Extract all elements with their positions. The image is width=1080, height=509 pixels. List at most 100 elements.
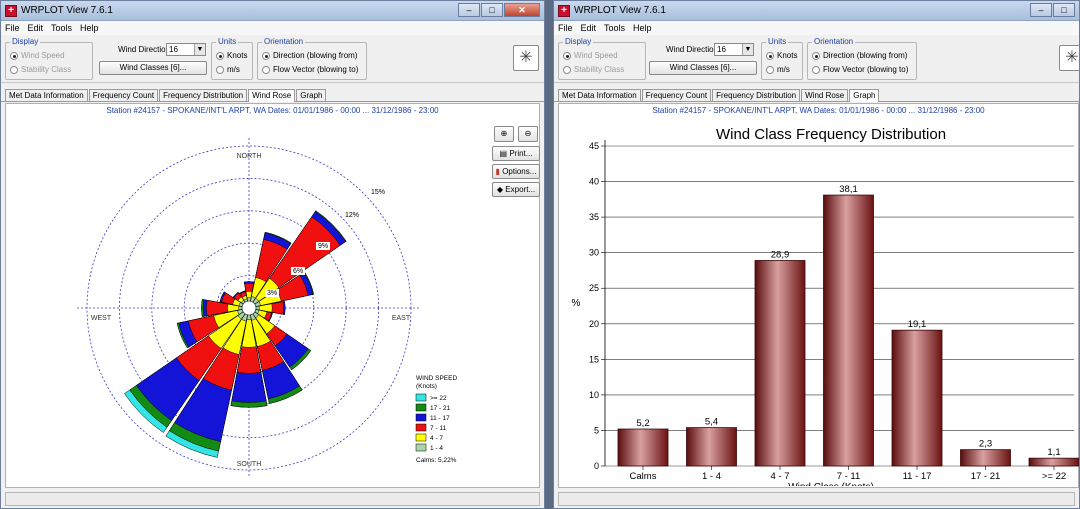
x-tick-label: >= 22: [1042, 471, 1066, 482]
x-tick-label: 7 - 11: [837, 471, 861, 482]
ring-label-bg: [345, 211, 359, 219]
ring-label: 9%: [318, 243, 328, 250]
compass-north: NORTH: [237, 153, 262, 160]
units-group: Units Knots m/s: [211, 37, 253, 80]
maximize-button[interactable]: □: [1053, 3, 1075, 17]
menu-edit[interactable]: Edit: [580, 23, 597, 33]
tab-frequency-count[interactable]: Frequency Count: [88, 89, 159, 101]
legend-label: 4 - 7: [430, 435, 443, 442]
menu-help[interactable]: Help: [80, 23, 99, 33]
legend-calms: Calms: 5,22%: [416, 457, 457, 464]
zoom-in-icon: ⊕: [500, 129, 508, 138]
zoom-out-button[interactable]: ⊖: [518, 126, 538, 142]
menu-edit[interactable]: Edit: [27, 23, 44, 33]
menu-help[interactable]: Help: [633, 23, 652, 33]
status-bar: [558, 492, 1075, 506]
orientation-group: Orientation Direction (blowing from) Flo…: [257, 37, 367, 80]
radio-label: Knots: [777, 51, 798, 60]
radio-label: Wind Speed: [574, 51, 618, 60]
bar-value-label: 2,3: [979, 439, 992, 450]
tab-frequency-count[interactable]: Frequency Count: [641, 89, 712, 101]
options-button[interactable]: ▮ Options...: [492, 164, 540, 179]
export-label: Export...: [505, 185, 536, 194]
rose-petal-segment: [248, 303, 273, 313]
bar: [1028, 457, 1079, 467]
radio-label: Flow Vector (blowing to): [273, 65, 359, 74]
wind-speed-radio[interactable]: Wind Speed: [563, 51, 618, 60]
tab-wind-rose[interactable]: Wind Rose: [801, 89, 849, 101]
ring-label: 3%: [267, 290, 277, 297]
tab-wind-rose[interactable]: Wind Rose: [248, 89, 296, 102]
legend-label: 7 - 11: [430, 425, 447, 432]
select-value: 16: [717, 45, 726, 54]
tab-met-data[interactable]: Met Data Information: [5, 89, 88, 101]
graph-panel: Station #24157 - SPOKANE/INT'L ARPT, WA …: [558, 103, 1079, 488]
chevron-down-icon: ▼: [194, 44, 205, 55]
tab-frequency-distribution[interactable]: Frequency Distribution: [712, 89, 801, 101]
radio-indicator: [262, 51, 270, 60]
zoom-in-button[interactable]: ⊕: [494, 126, 514, 142]
stability-class-radio[interactable]: Stability Class: [563, 65, 624, 74]
menu-file[interactable]: File: [558, 23, 573, 33]
compass-west: WEST: [91, 315, 112, 322]
x-tick-label: 1 - 4: [702, 471, 721, 482]
radio-label: Direction (blowing from): [823, 51, 908, 60]
radio-indicator: [563, 65, 571, 74]
stability-class-radio[interactable]: Stability Class: [10, 65, 71, 74]
bar: [823, 194, 874, 467]
maximize-button[interactable]: □: [481, 3, 503, 17]
y-tick-label: 5: [594, 425, 599, 435]
radio-indicator: [216, 51, 224, 60]
minimize-button[interactable]: –: [458, 3, 480, 17]
direction-radio[interactable]: Direction (blowing from): [812, 51, 907, 60]
wind-classes-button[interactable]: Wind Classes [6]...: [99, 61, 207, 75]
legend-swatch: [415, 433, 427, 442]
bar-value-label: 5,2: [636, 418, 649, 429]
y-tick-label: 0: [594, 461, 599, 471]
minimize-button[interactable]: –: [1030, 3, 1052, 17]
wind-classes-button[interactable]: Wind Classes [6]...: [649, 61, 757, 75]
wind-rose-logo-icon[interactable]: ✳: [1059, 45, 1079, 71]
tab-graph[interactable]: Graph: [296, 89, 327, 101]
ms-radio[interactable]: m/s: [766, 65, 790, 74]
export-button[interactable]: ◆ Export...: [492, 182, 540, 197]
wind-rose-logo-icon[interactable]: ✳: [513, 45, 539, 71]
close-button[interactable]: ✕: [504, 3, 540, 17]
bar-value-label: 1,1: [1047, 447, 1060, 458]
ms-radio[interactable]: m/s: [216, 65, 240, 74]
x-tick-label: 17 - 21: [971, 471, 1001, 482]
chevron-down-icon: ▼: [742, 44, 753, 55]
knots-radio[interactable]: Knots: [766, 51, 797, 60]
orientation-group: Orientation Direction (blowing from) Flo…: [807, 37, 917, 80]
station-info: Station #24157 - SPOKANE/INT'L ARPT, WA …: [106, 106, 439, 115]
legend-label: >= 22: [430, 395, 447, 402]
station-info: Station #24157 - SPOKANE/INT'L ARPT, WA …: [652, 106, 985, 115]
wind-directions-select[interactable]: 16 ▼: [166, 43, 206, 56]
tab-met-data[interactable]: Met Data Information: [558, 89, 641, 101]
window-title: WRPLOT View 7.6.1: [21, 5, 113, 16]
tab-frequency-distribution[interactable]: Frequency Distribution: [159, 89, 248, 101]
radio-label: Wind Speed: [21, 51, 65, 60]
status-bar: [5, 492, 540, 506]
wind-speed-radio[interactable]: Wind Speed: [10, 51, 65, 60]
direction-radio[interactable]: Direction (blowing from): [262, 51, 357, 60]
print-button[interactable]: ▤ Print...: [492, 146, 540, 161]
calm-circle: [241, 300, 257, 316]
rose-petal-segment: [241, 307, 257, 348]
menu-file[interactable]: File: [5, 23, 20, 33]
title-bar: + WRPLOT View 7.6.1 – □: [554, 1, 1079, 21]
display-group-label: Display: [563, 37, 594, 46]
tab-graph[interactable]: Graph: [849, 89, 880, 102]
legend-swatch: [415, 413, 427, 422]
legend-label: 11 - 17: [430, 415, 450, 422]
knots-radio[interactable]: Knots: [216, 51, 247, 60]
ring-label: 15%: [371, 189, 385, 196]
menu-bar: File Edit Tools Help: [1, 21, 544, 35]
menu-tools[interactable]: Tools: [51, 23, 73, 33]
menu-tools[interactable]: Tools: [604, 23, 626, 33]
y-tick-label: 45: [589, 141, 599, 151]
flow-vector-radio[interactable]: Flow Vector (blowing to): [262, 65, 358, 74]
wind-rose-panel: Station #24157 - SPOKANE/INT'L ARPT, WA …: [5, 103, 540, 488]
wind-directions-select[interactable]: 16 ▼: [714, 43, 754, 56]
flow-vector-radio[interactable]: Flow Vector (blowing to): [812, 65, 908, 74]
